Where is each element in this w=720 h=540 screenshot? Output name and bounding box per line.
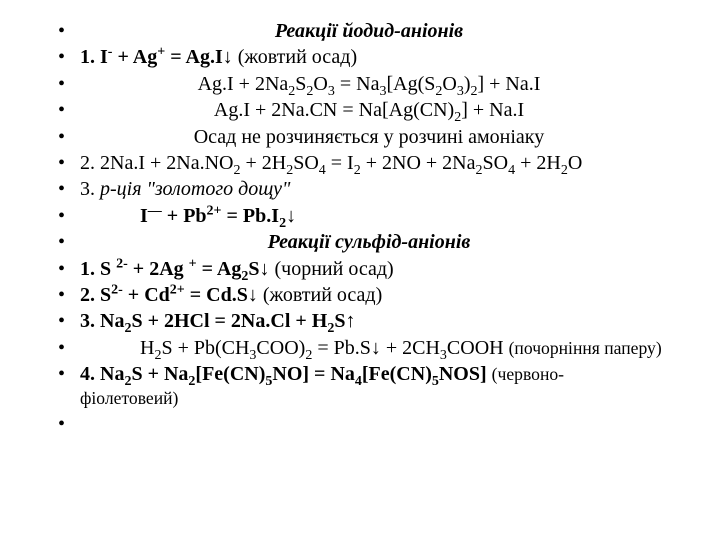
txt: S + 2HCl = 2Na.Cl + H bbox=[131, 310, 327, 332]
sup: + bbox=[157, 45, 165, 60]
txt: 1. I bbox=[80, 46, 108, 68]
txt: S + Pb(CH bbox=[161, 337, 249, 359]
txt: 4. Na bbox=[80, 363, 124, 385]
txt: = Pb.S↓ + 2CH bbox=[312, 337, 440, 359]
item-2: 2. 2Na.I + 2Na.NO2 + 2H2SO4 = I2 + 2NO +… bbox=[58, 150, 680, 176]
txt: р-ція "золотого дощу" bbox=[100, 178, 290, 200]
txt: + 2Ag bbox=[128, 258, 189, 280]
item-3: 3. р-ція "золотого дощу" bbox=[58, 176, 680, 202]
heading-sulfide-text: Реакції сульфід-аніонів bbox=[268, 231, 471, 253]
txt: I bbox=[140, 205, 148, 227]
sup: — bbox=[148, 203, 162, 218]
txt: Осад не розчиняється у розчині амоніаку bbox=[194, 126, 545, 148]
txt: = Na bbox=[335, 73, 380, 95]
sup: 2- bbox=[116, 256, 128, 271]
txt: + 2H bbox=[515, 152, 561, 174]
sub: 4 bbox=[355, 374, 362, 389]
sub: 5 bbox=[432, 374, 439, 389]
txt: (почорніння паперу) bbox=[509, 338, 662, 358]
txt: ] + Na.I bbox=[461, 99, 524, 121]
txt: S↑ bbox=[334, 310, 355, 332]
txt: = Pb.I bbox=[222, 205, 280, 227]
item-s3b: H2S + Pb(CH3COO)2 = Pb.S↓ + 2CH3COOH (по… bbox=[58, 335, 680, 361]
item-s4: 4. Na2S + Na2[Fe(CN)5NO] = Na4[Fe(CN)5NO… bbox=[58, 361, 680, 411]
txt: O bbox=[313, 73, 327, 95]
txt: [Fe(CN) bbox=[195, 363, 265, 385]
txt: O bbox=[568, 152, 582, 174]
heading-sulfide: Реакції сульфід-аніонів bbox=[58, 229, 680, 255]
txt: (чорний осад) bbox=[275, 258, 394, 280]
txt: S↓ bbox=[248, 258, 274, 280]
txt: 3. bbox=[80, 178, 100, 200]
item-empty bbox=[58, 411, 680, 437]
txt: 3. Na bbox=[80, 310, 124, 332]
txt: SO bbox=[483, 152, 509, 174]
txt: = Ag.I↓ bbox=[165, 46, 238, 68]
txt: [Ag(S bbox=[386, 73, 435, 95]
sup: + bbox=[189, 256, 197, 271]
item-3-eq: I— + Pb2+ = Pb.I2↓ bbox=[58, 203, 680, 229]
txt: (червоно- bbox=[492, 364, 564, 384]
txt: COO) bbox=[256, 337, 305, 359]
txt: ↓ bbox=[286, 205, 296, 227]
item-s1: 1. S 2- + 2Ag + = Ag2S↓ (чорний осад) bbox=[58, 256, 680, 282]
txt: = Ag bbox=[197, 258, 242, 280]
sup: 2- bbox=[111, 282, 123, 297]
txt: 2. S bbox=[80, 284, 111, 306]
txt: = Cd.S↓ bbox=[185, 284, 263, 306]
txt: + Ag bbox=[112, 46, 157, 68]
txt: 2. 2Na.I + 2Na.NO bbox=[80, 152, 233, 174]
txt: NO] = Na bbox=[272, 363, 355, 385]
txt: 1. S bbox=[80, 258, 116, 280]
sup: 2+ bbox=[207, 203, 222, 218]
txt: + Cd bbox=[123, 284, 170, 306]
slide: Реакції йодид-аніонів 1. I- + Ag+ = Ag.I… bbox=[0, 0, 720, 447]
txt: SO bbox=[293, 152, 319, 174]
txt: = I bbox=[326, 152, 354, 174]
txt: + 2NO + 2Na bbox=[361, 152, 476, 174]
sub-1b: Ag.I + 2Na.CN = Na[Ag(CN)2] + Na.I bbox=[58, 97, 680, 123]
txt: ] + Na.I bbox=[477, 73, 540, 95]
item-s3: 3. Na2S + 2HCl = 2Na.Cl + H2S↑ bbox=[58, 308, 680, 334]
txt: + Pb bbox=[162, 205, 207, 227]
item-s4-cont: фіолетовеий) bbox=[80, 387, 680, 410]
txt: Ag.I + 2Na.CN = Na[Ag(CN) bbox=[214, 99, 454, 121]
txt: COOH bbox=[447, 337, 509, 359]
heading-iodide-text: Реакції йодид-аніонів bbox=[275, 20, 463, 42]
txt: (жовтий осад) bbox=[263, 284, 382, 306]
txt: NOS] bbox=[439, 363, 492, 385]
txt: (жовтий осад) bbox=[238, 46, 357, 68]
heading-iodide: Реакції йодид-аніонів bbox=[58, 18, 680, 44]
txt: S + Na bbox=[131, 363, 188, 385]
item-s2: 2. S2- + Cd2+ = Cd.S↓ (жовтий осад) bbox=[58, 282, 680, 308]
txt: [Fe(CN) bbox=[362, 363, 432, 385]
txt: O bbox=[442, 73, 456, 95]
txt: Ag.I + 2Na bbox=[198, 73, 289, 95]
content-list: Реакції йодид-аніонів 1. I- + Ag+ = Ag.I… bbox=[58, 18, 680, 437]
sub-1a: Ag.I + 2Na2S2O3 = Na3[Ag(S2O3)2] + Na.I bbox=[58, 71, 680, 97]
sup: 2+ bbox=[170, 282, 185, 297]
txt: H bbox=[140, 337, 154, 359]
txt: + 2H bbox=[240, 152, 286, 174]
item-1: 1. I- + Ag+ = Ag.I↓ (жовтий осад) bbox=[58, 44, 680, 70]
txt: S bbox=[295, 73, 306, 95]
sub-1c: Осад не розчиняється у розчині амоніаку bbox=[58, 124, 680, 150]
